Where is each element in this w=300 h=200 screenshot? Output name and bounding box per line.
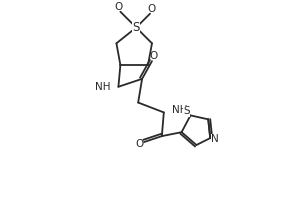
Text: O: O xyxy=(148,4,156,14)
Text: S: S xyxy=(133,21,140,34)
Text: S: S xyxy=(183,106,190,116)
Text: NH: NH xyxy=(95,82,110,92)
Text: O: O xyxy=(150,51,158,61)
Text: O: O xyxy=(114,2,122,12)
Text: NH: NH xyxy=(172,105,187,115)
Text: O: O xyxy=(135,139,143,149)
Text: N: N xyxy=(211,134,219,144)
